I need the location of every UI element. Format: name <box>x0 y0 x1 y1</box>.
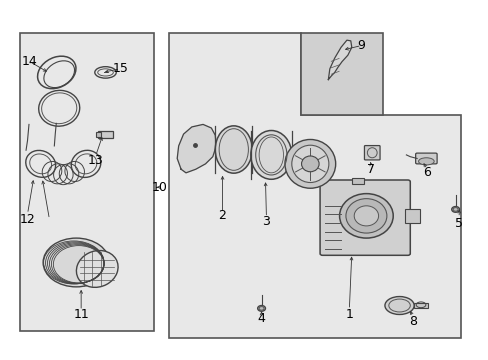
Ellipse shape <box>353 206 378 226</box>
FancyBboxPatch shape <box>415 153 436 164</box>
Bar <box>20 33 154 330</box>
Polygon shape <box>168 33 461 338</box>
Bar <box>405 209 419 223</box>
Text: 11: 11 <box>73 308 89 321</box>
Ellipse shape <box>291 145 328 183</box>
Text: 5: 5 <box>454 216 462 230</box>
Bar <box>413 303 427 308</box>
Text: 1: 1 <box>345 308 352 321</box>
Text: 12: 12 <box>20 213 35 226</box>
Bar <box>351 178 363 184</box>
Text: 2: 2 <box>218 210 226 222</box>
Ellipse shape <box>285 139 335 188</box>
Text: 15: 15 <box>112 62 128 75</box>
Bar <box>98 131 113 138</box>
Ellipse shape <box>418 158 433 165</box>
FancyBboxPatch shape <box>364 145 379 160</box>
Ellipse shape <box>215 126 252 173</box>
FancyBboxPatch shape <box>320 180 409 255</box>
Polygon shape <box>177 125 216 173</box>
Polygon shape <box>300 33 383 116</box>
Text: 6: 6 <box>423 166 430 179</box>
Ellipse shape <box>301 156 319 172</box>
Text: 9: 9 <box>357 39 365 52</box>
Text: 4: 4 <box>257 311 265 325</box>
Polygon shape <box>328 40 351 80</box>
Text: 14: 14 <box>22 55 38 68</box>
Ellipse shape <box>257 306 265 311</box>
Text: 3: 3 <box>262 215 270 228</box>
Text: 7: 7 <box>366 163 374 176</box>
Ellipse shape <box>250 131 291 179</box>
Ellipse shape <box>76 251 118 287</box>
Ellipse shape <box>345 199 386 233</box>
Ellipse shape <box>339 194 392 238</box>
Ellipse shape <box>451 207 459 212</box>
Bar <box>96 132 101 137</box>
Text: 10: 10 <box>151 181 167 194</box>
Text: 8: 8 <box>408 315 416 328</box>
Ellipse shape <box>43 238 109 287</box>
Ellipse shape <box>384 297 413 315</box>
Text: 13: 13 <box>88 154 103 167</box>
